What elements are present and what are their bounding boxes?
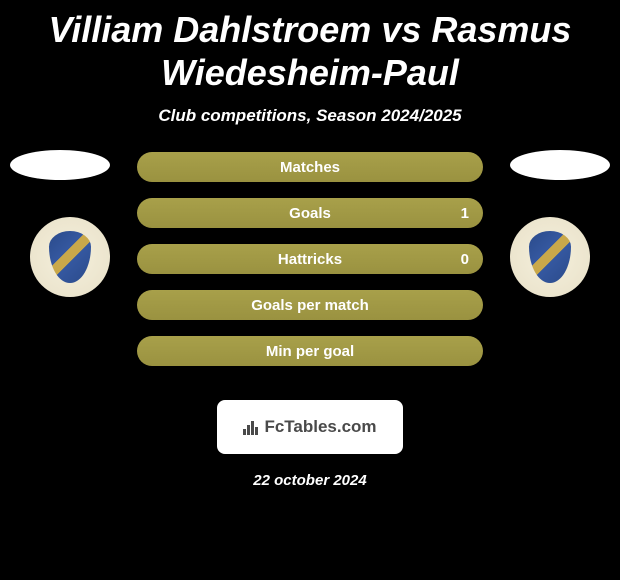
shield-icon bbox=[49, 231, 91, 283]
stat-value-right: 0 bbox=[461, 251, 469, 268]
stat-row-min-per-goal: Min per goal bbox=[137, 336, 483, 366]
club-logo-left bbox=[30, 217, 110, 297]
fctables-brand[interactable]: FcTables.com bbox=[217, 400, 403, 454]
stat-label: Goals per match bbox=[251, 297, 369, 314]
club-logo-right bbox=[510, 217, 590, 297]
comparison-content: Matches Goals 1 Hattricks 0 Goals per ma… bbox=[0, 144, 620, 384]
player-placeholder-right bbox=[510, 150, 610, 180]
brand-text: FcTables.com bbox=[264, 417, 376, 437]
stat-row-goals: Goals 1 bbox=[137, 198, 483, 228]
stat-label: Goals bbox=[289, 205, 331, 222]
bar-chart-icon bbox=[243, 419, 258, 435]
stat-row-hattricks: Hattricks 0 bbox=[137, 244, 483, 274]
stats-list: Matches Goals 1 Hattricks 0 Goals per ma… bbox=[137, 144, 483, 366]
stat-label: Hattricks bbox=[278, 251, 342, 268]
date-text: 22 october 2024 bbox=[0, 472, 620, 489]
player-placeholder-left bbox=[10, 150, 110, 180]
season-subtitle: Club competitions, Season 2024/2025 bbox=[0, 98, 620, 144]
comparison-title: Villiam Dahlstroem vs Rasmus Wiedesheim-… bbox=[0, 0, 620, 98]
stat-value-right: 1 bbox=[461, 205, 469, 222]
stat-label: Min per goal bbox=[266, 343, 354, 360]
shield-icon bbox=[529, 231, 571, 283]
stat-row-matches: Matches bbox=[137, 152, 483, 182]
stat-row-goals-per-match: Goals per match bbox=[137, 290, 483, 320]
stat-label: Matches bbox=[280, 159, 340, 176]
